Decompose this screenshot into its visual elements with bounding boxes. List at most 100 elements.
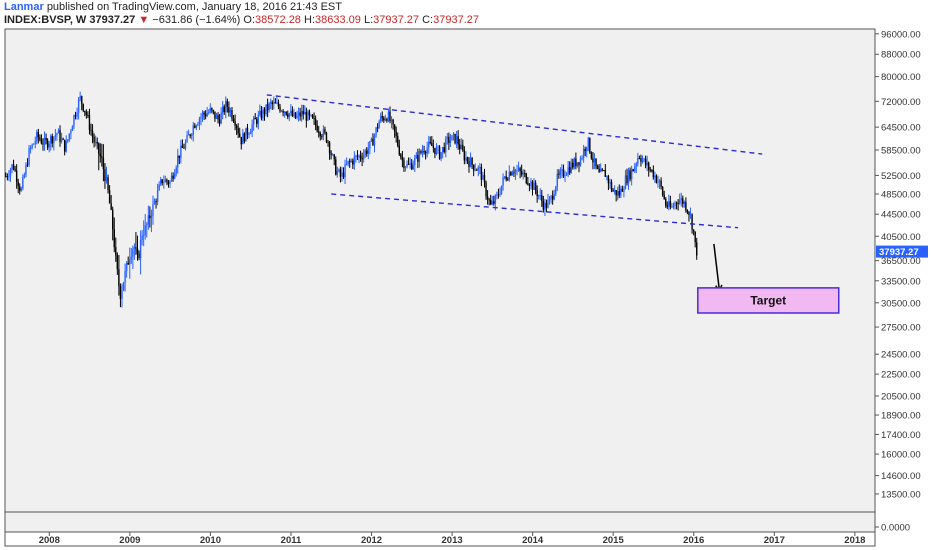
candle-body (48, 143, 50, 148)
candle-body (67, 139, 69, 142)
candle-body (60, 138, 63, 142)
candle-body (491, 201, 493, 205)
candle-body (445, 138, 447, 153)
candle-body (122, 282, 125, 291)
candle-body (311, 114, 314, 119)
candle-body (245, 127, 247, 142)
candle-body (333, 154, 335, 160)
candle-body (268, 103, 270, 111)
volume-pane (4, 511, 876, 533)
candle-body (390, 119, 393, 122)
y-tick-label: 13500.00 (881, 489, 921, 500)
candle-body (454, 133, 456, 144)
candle-body (113, 229, 115, 248)
candle-body (200, 116, 202, 119)
candle-body (465, 157, 467, 161)
candle-body (99, 153, 102, 157)
author-name[interactable]: Lanmar (4, 1, 44, 13)
candle-body (231, 110, 233, 119)
x-tick-label: 2012 (361, 535, 382, 546)
candle-body (400, 154, 402, 158)
candle-body (96, 141, 98, 144)
candle-body (39, 137, 41, 140)
time-axis-labels[interactable]: 2008 2009 2010 2011 2012 2013 2014 2015 2016 2017… (39, 532, 866, 546)
candle-body (479, 167, 481, 168)
candle-body (553, 194, 555, 200)
candle-body (288, 113, 290, 117)
candle-body (135, 247, 137, 249)
candle-body (276, 102, 278, 104)
candle-body (623, 188, 625, 192)
candle-body (6, 176, 9, 178)
candle-body (480, 167, 483, 180)
price-axis[interactable]: 96000.00 88000.00 80000.00 72000.00 64500.00… (875, 29, 921, 534)
candle-body (20, 188, 22, 191)
candle-body (361, 157, 363, 160)
candle-body (576, 162, 579, 167)
candle-body (299, 112, 301, 117)
candle-body (110, 203, 112, 210)
candle-body (314, 119, 317, 126)
candle-body (169, 181, 171, 184)
candle-body (443, 147, 445, 153)
candle-body (270, 102, 272, 104)
candle-body (379, 116, 382, 122)
candle-body (678, 200, 681, 204)
y-tick-label: 18900.00 (881, 411, 921, 422)
candle-body (331, 154, 334, 156)
candle-body (274, 102, 277, 104)
candle-body (152, 204, 154, 217)
candle-body (426, 147, 428, 154)
candle-body (166, 179, 168, 182)
candle-body (688, 211, 690, 216)
candle-body (101, 156, 103, 159)
candle-body (282, 110, 284, 113)
candle-body (256, 119, 258, 124)
candle-body (321, 136, 323, 137)
candle-body (239, 133, 241, 137)
candle-body (502, 177, 504, 186)
candle-body (452, 133, 455, 136)
candle-body (677, 203, 679, 204)
candle-body (643, 158, 645, 160)
upper-trendline (266, 94, 763, 155)
candle-body (293, 112, 295, 116)
candle-body (556, 173, 559, 187)
candle-body (246, 127, 249, 135)
plot-area[interactable] (4, 28, 876, 513)
candle-body (180, 145, 182, 159)
candle-body (82, 103, 84, 111)
high-value: 38633.09 (315, 14, 361, 26)
candle-body (451, 135, 453, 141)
candle-body (378, 121, 380, 129)
candle-body (271, 102, 273, 105)
candle-body (232, 118, 235, 122)
candle-body (415, 155, 418, 159)
candle-body (304, 112, 306, 115)
candle-body (217, 115, 219, 120)
candle-body (519, 168, 521, 172)
candle-body (85, 111, 88, 115)
candle-body (514, 170, 517, 174)
candle-body (607, 176, 610, 184)
candle-body (138, 253, 140, 259)
candle-body (76, 112, 78, 117)
candle-body (640, 158, 642, 162)
candle-body (516, 170, 518, 172)
candle-body (22, 177, 24, 189)
volume-tick-label: 0.0000 (881, 523, 910, 534)
candle-body (610, 181, 613, 191)
candle-body (104, 169, 106, 182)
candle-body (630, 169, 633, 180)
candle-body (471, 158, 473, 165)
candle-body (170, 175, 173, 182)
candle-body (229, 110, 232, 113)
candle-body (54, 135, 57, 137)
candle-body (646, 162, 648, 166)
candle-body (572, 162, 574, 168)
candle-body (307, 111, 309, 121)
candle-body (164, 179, 167, 183)
candle-body (91, 130, 94, 137)
candle-body (296, 115, 298, 119)
